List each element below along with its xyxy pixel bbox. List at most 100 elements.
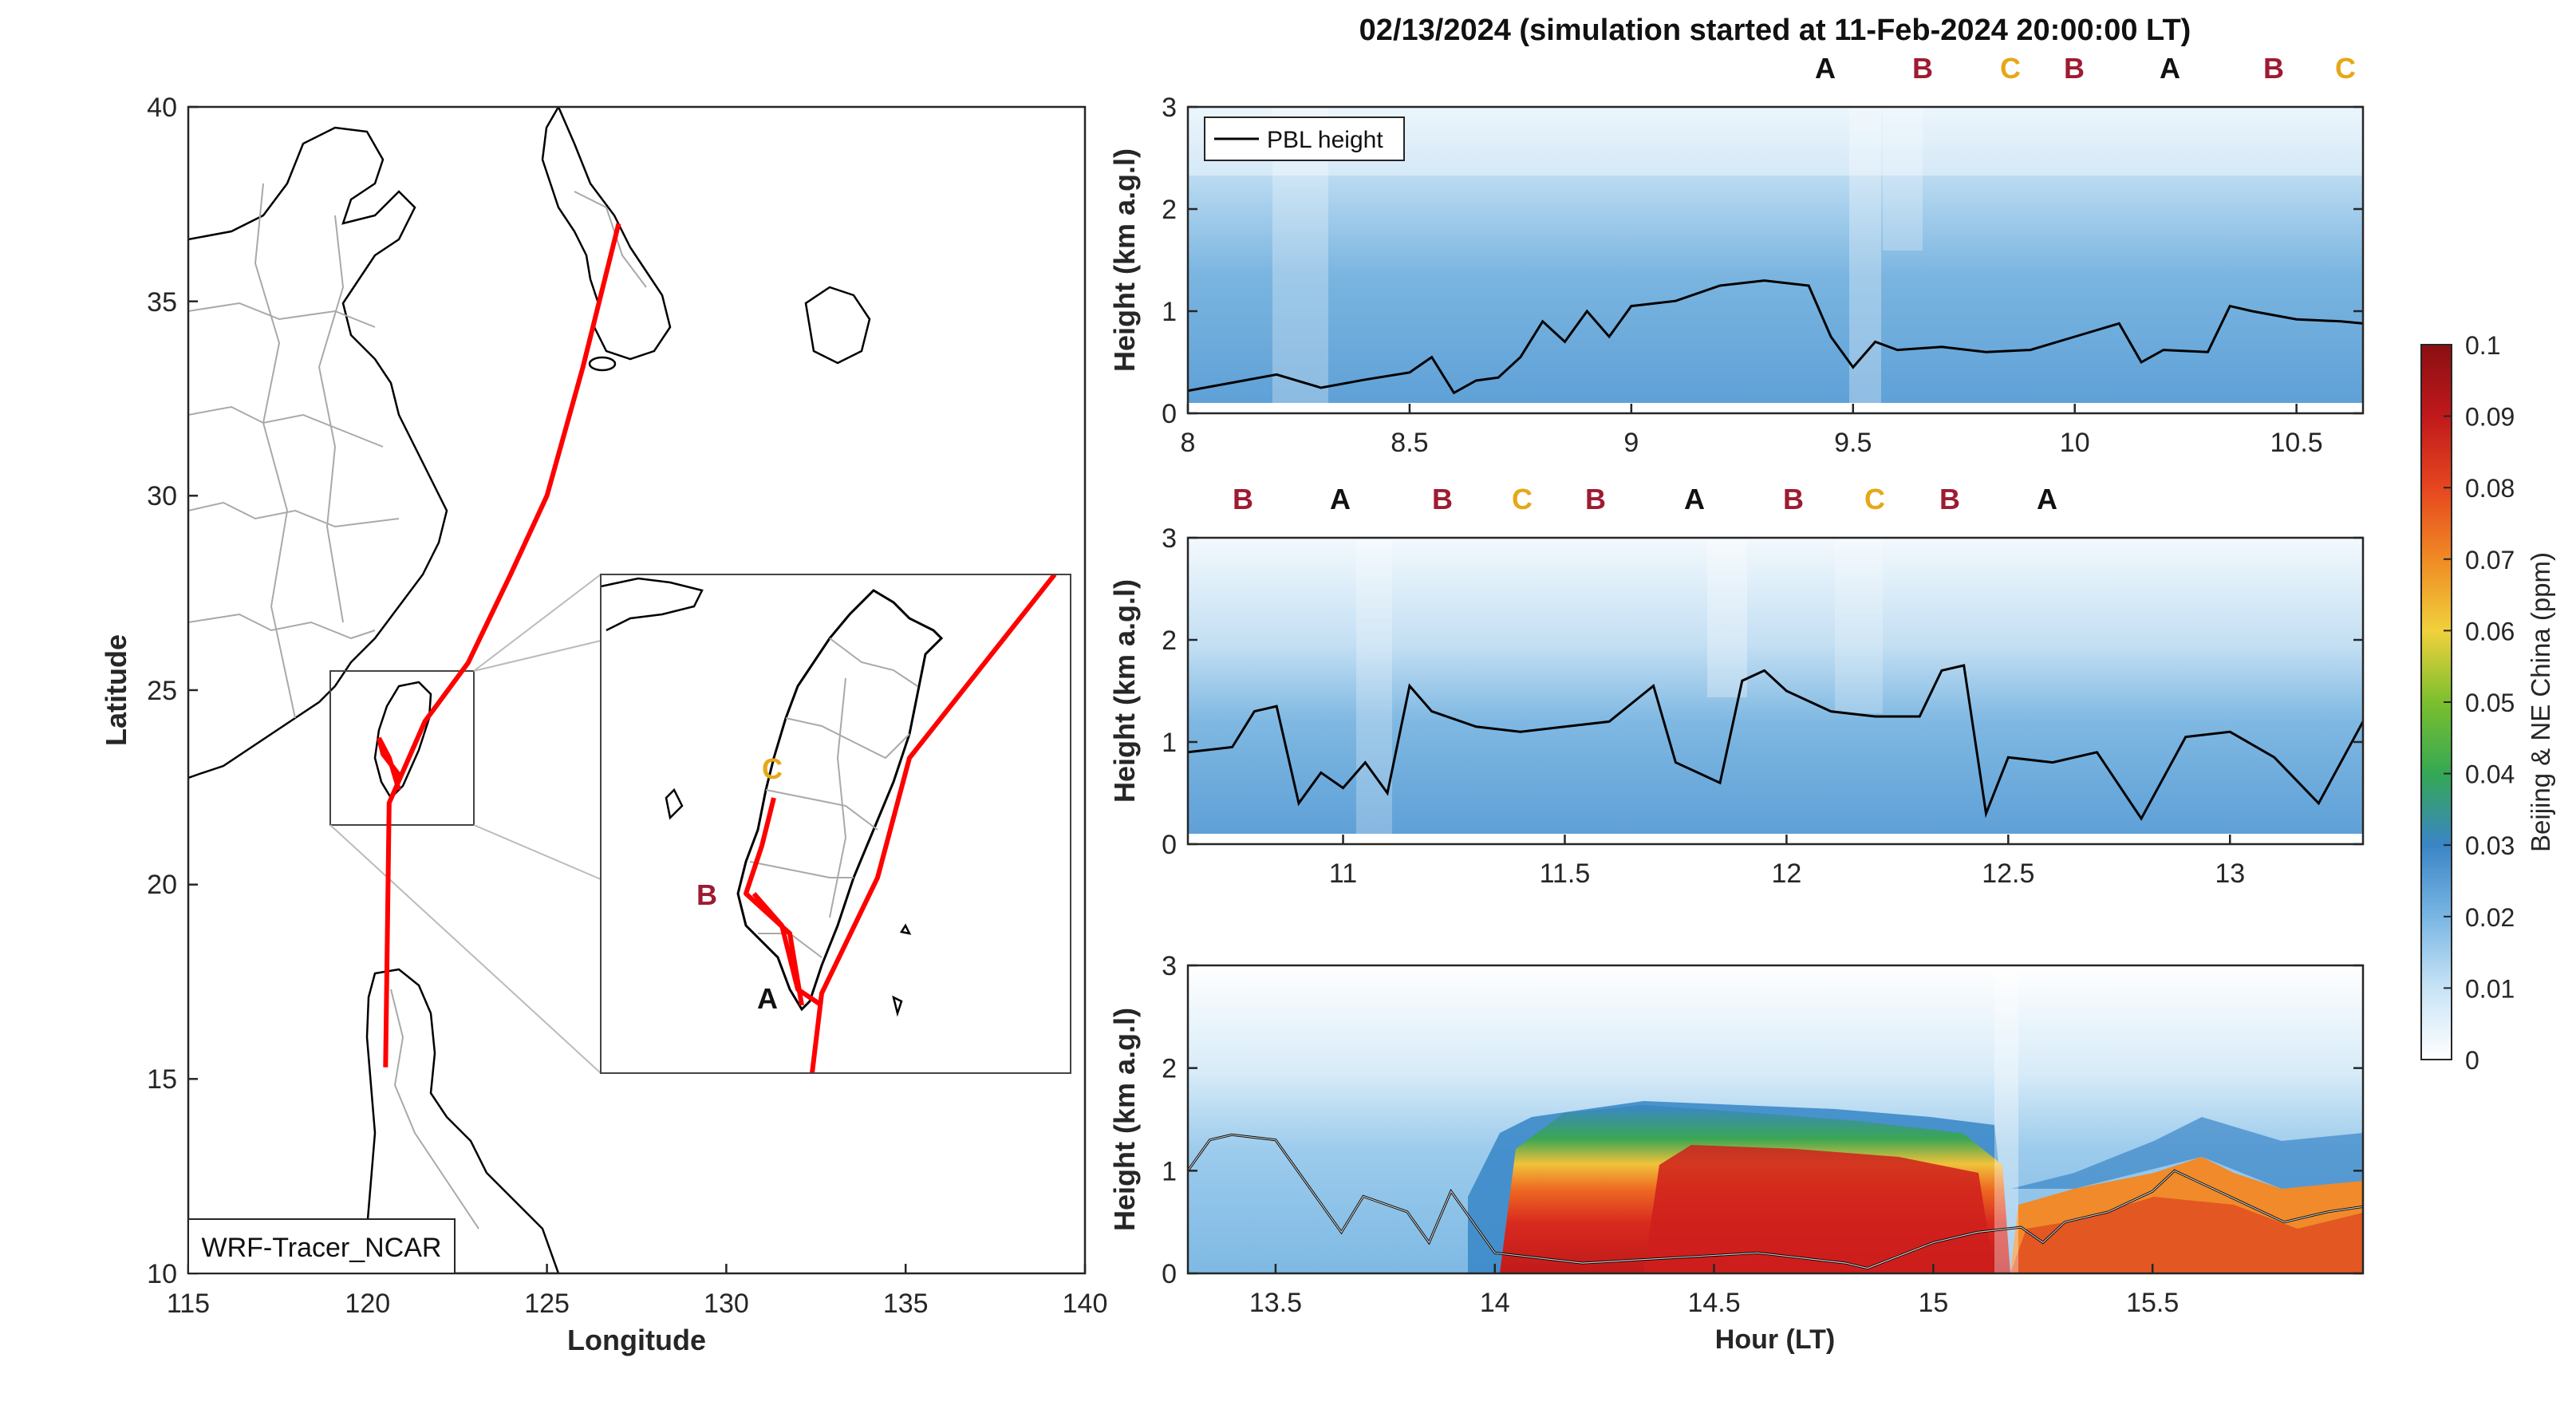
panel-1-ylabel: Height (km a.g.l) [1108, 148, 1141, 372]
zoom-box [329, 670, 475, 826]
map-xtick: 130 [704, 1289, 749, 1319]
taiwan-inset: C B A [600, 574, 1071, 1074]
inset-label-b: B [696, 878, 717, 911]
colorbar-tick-label: 0.03 [2465, 831, 2515, 860]
x-tick-label: 9.5 [1834, 428, 1872, 458]
colorbar: 0 0.01 0.02 0.03 0.04 0.05 0.06 0.07 0.08 0.09 0.1… [2420, 331, 2555, 1075]
map-ylabel: Latitude [100, 634, 132, 746]
colorbar-tick-label: 0.08 [2465, 474, 2515, 503]
trajectory-marker-a: A [1330, 483, 1351, 515]
colorbar-tick-label: 0.01 [2465, 974, 2515, 1003]
y-tick-label: 0 [1162, 830, 1177, 860]
legend-label: PBL height [1267, 127, 1383, 153]
y-tick-label: 3 [1162, 93, 1177, 123]
x-tick-label: 9 [1623, 428, 1639, 458]
x-tick-label: 11 [1329, 858, 1357, 889]
colorbar-tick-label: 0.05 [2465, 689, 2515, 717]
y-tick-label: 0 [1162, 1259, 1177, 1289]
map-ytick: 20 [147, 870, 177, 900]
trajectory-marker-c: C [2000, 52, 2021, 85]
trajectory-line [383, 223, 621, 1068]
map-xtick: 135 [883, 1289, 929, 1319]
map-xlabel: Longitude [567, 1324, 706, 1356]
luzon-outline [357, 968, 560, 1273]
colorbar-tick-label: 0.04 [2465, 760, 2515, 789]
map-xtick: 115 [167, 1289, 210, 1319]
panel-3-axes [1186, 964, 2365, 1275]
colorbar-tick-label: 0.07 [2465, 546, 2515, 574]
panel-1-axes [1186, 105, 2365, 415]
y-tick-label: 2 [1162, 626, 1177, 656]
colorbar-tick-label: 0.1 [2465, 331, 2500, 360]
y-tick-label: 2 [1162, 1054, 1177, 1084]
trajectory-marker-b: B [1939, 483, 1960, 515]
trajectory-marker-a: A [2160, 52, 2180, 85]
trajectory-marker-a: A [1684, 483, 1705, 515]
y-tick-label: 3 [1162, 951, 1177, 981]
x-tick-label: 15.5 [2126, 1288, 2179, 1318]
trajectory-marker-c: C [1864, 483, 1885, 515]
trajectory-marker-b: B [2263, 52, 2284, 85]
panel-2-axes [1186, 536, 2365, 846]
colorbar-tick-label: 0.09 [2465, 403, 2515, 432]
inset-trajectory [744, 574, 1057, 1073]
figure-title: 02/13/2024 (simulation started at 11-Feb… [1359, 14, 2191, 47]
trajectory-marker-c: C [1512, 483, 1533, 515]
map-ytick: 30 [147, 481, 177, 511]
panel-3-xlabel: Hour (LT) [1715, 1324, 1835, 1355]
trajectory-marker-c: C [2335, 52, 2356, 85]
colorbar-tick-label: 0.02 [2465, 903, 2515, 932]
x-tick-label: 13.5 [1249, 1288, 1302, 1318]
colorbar-tick-label: 0 [2465, 1046, 2479, 1075]
y-tick-label: 1 [1162, 728, 1177, 758]
map-ytick: 25 [147, 676, 177, 706]
x-tick-label: 15 [1918, 1288, 1948, 1318]
panel-3: 13.5 14 14.5 15 15.5 0 1 2 3 Height (km a.g.l) H… [1108, 951, 2365, 1355]
china-coastline [188, 126, 448, 780]
x-tick-label: 8.5 [1391, 428, 1428, 458]
map-ytick: 35 [147, 287, 177, 318]
trajectory-marker-b: B [1233, 483, 1253, 515]
trajectory-marker-b: B [1783, 483, 1804, 515]
trajectory-loops [377, 736, 404, 791]
model-label: WRF-Tracer_NCAR [202, 1233, 442, 1263]
map-ytick: 40 [147, 93, 177, 123]
inset-taiwan [736, 589, 944, 1012]
x-tick-label: 11.5 [1540, 858, 1591, 889]
map-ytick: 10 [147, 1259, 177, 1289]
trajectory-marker-b: B [1432, 483, 1453, 515]
trajectory-marker-b: B [1912, 52, 1933, 85]
x-tick-label: 10.5 [2270, 428, 2323, 458]
x-tick-label: 13 [2215, 858, 2245, 889]
colorbar-label: Beijing & NE China (ppm) [2526, 552, 2555, 852]
colorbar-tick-label: 0.06 [2465, 617, 2515, 645]
y-tick-label: 0 [1162, 399, 1177, 429]
map-xtick: 140 [1063, 1289, 1108, 1319]
trajectory-marker-a: A [1815, 52, 1836, 85]
y-tick-label: 1 [1162, 1156, 1177, 1186]
inset-label-a: A [757, 982, 778, 1015]
y-tick-label: 2 [1162, 195, 1177, 225]
x-tick-label: 14.5 [1687, 1288, 1740, 1318]
pbl-height-line [1188, 664, 2363, 821]
x-tick-label: 12.5 [1982, 858, 2034, 889]
y-tick-label: 1 [1162, 297, 1177, 327]
inset-frame [600, 574, 1071, 1074]
trajectory-marker-b: B [1585, 483, 1606, 515]
y-tick-label: 3 [1162, 523, 1177, 554]
pbl-height-line [1188, 279, 2363, 395]
inset-label-c: C [762, 752, 783, 785]
map-ytick: 15 [147, 1064, 177, 1095]
x-tick-label: 10 [2060, 428, 2090, 458]
map-xtick: 120 [345, 1289, 390, 1319]
panel-2-field [1188, 538, 2363, 844]
map-xtick: 125 [524, 1289, 570, 1319]
x-tick-label: 14 [1480, 1288, 1510, 1318]
trajectory-marker-b: B [2064, 52, 2085, 85]
panel-1: 8 8.5 9 9.5 10 10.5 0 1 2 3 Height (km a.g.l) PBL… [1108, 52, 2365, 458]
panel-2-ylabel: Height (km a.g.l) [1108, 579, 1141, 803]
trajectory-marker-a: A [2037, 483, 2057, 515]
taiwan-outline [373, 681, 432, 800]
